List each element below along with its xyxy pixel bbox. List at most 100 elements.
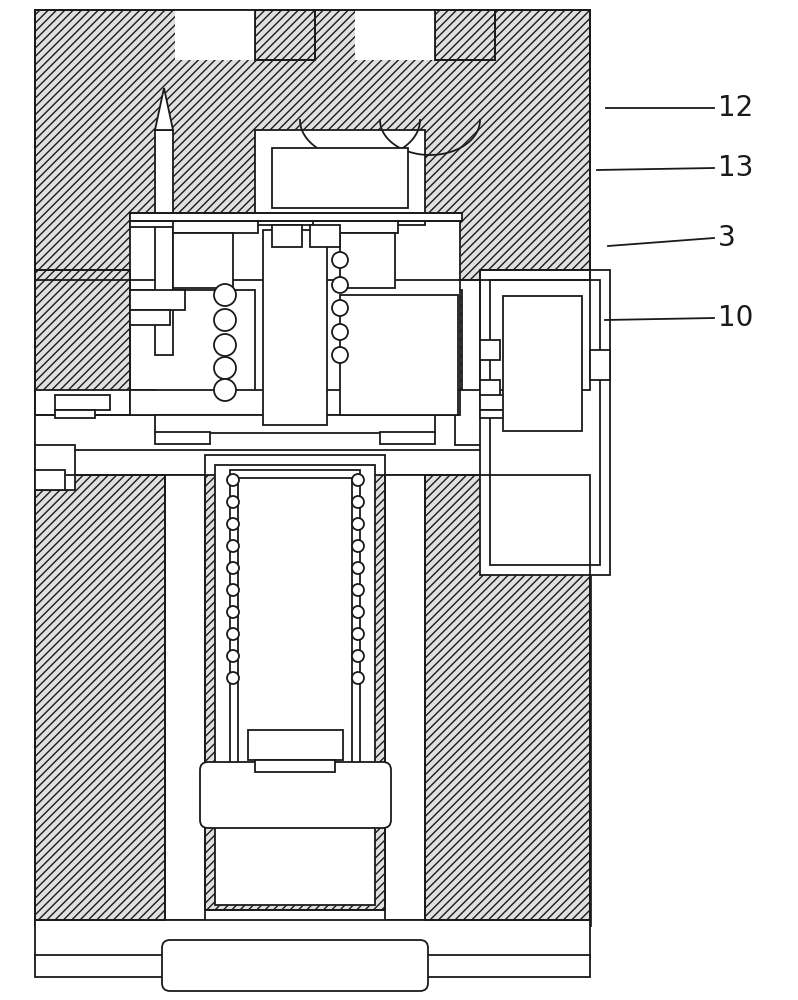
- Circle shape: [352, 496, 364, 508]
- Bar: [480, 270, 590, 390]
- Bar: [35, 10, 590, 265]
- Bar: [155, 415, 435, 433]
- Bar: [130, 213, 462, 221]
- Bar: [130, 215, 460, 415]
- Bar: [248, 730, 343, 760]
- Circle shape: [227, 672, 239, 684]
- Bar: [130, 290, 255, 420]
- Bar: [455, 390, 585, 445]
- Circle shape: [227, 518, 239, 530]
- Bar: [255, 10, 315, 60]
- Bar: [35, 10, 590, 280]
- Bar: [35, 415, 590, 450]
- Text: 12: 12: [718, 94, 753, 122]
- Circle shape: [352, 672, 364, 684]
- Bar: [490, 280, 600, 565]
- Circle shape: [227, 562, 239, 574]
- Circle shape: [332, 347, 348, 363]
- Bar: [263, 230, 327, 425]
- Text: 10: 10: [718, 304, 753, 332]
- Bar: [35, 10, 590, 280]
- Circle shape: [227, 650, 239, 662]
- Bar: [35, 270, 130, 415]
- Circle shape: [214, 334, 236, 356]
- Circle shape: [227, 540, 239, 552]
- Circle shape: [352, 584, 364, 596]
- Circle shape: [227, 496, 239, 508]
- Bar: [205, 455, 385, 910]
- Bar: [35, 465, 590, 925]
- Circle shape: [352, 562, 364, 574]
- Circle shape: [332, 252, 348, 268]
- Bar: [340, 233, 395, 288]
- Bar: [55, 395, 110, 410]
- Circle shape: [352, 606, 364, 618]
- Bar: [155, 432, 210, 444]
- Bar: [385, 475, 425, 920]
- Bar: [130, 290, 185, 310]
- Bar: [130, 390, 460, 415]
- Circle shape: [332, 277, 348, 293]
- Bar: [495, 288, 590, 438]
- Circle shape: [352, 518, 364, 530]
- Bar: [255, 10, 315, 60]
- Bar: [230, 470, 360, 770]
- Bar: [175, 10, 255, 60]
- Bar: [35, 270, 130, 415]
- Bar: [480, 270, 590, 390]
- Circle shape: [352, 628, 364, 640]
- Bar: [35, 470, 65, 490]
- Bar: [480, 395, 535, 410]
- Circle shape: [227, 584, 239, 596]
- Circle shape: [332, 300, 348, 316]
- Circle shape: [227, 628, 239, 640]
- Bar: [215, 465, 375, 905]
- Circle shape: [352, 540, 364, 552]
- Bar: [272, 225, 302, 247]
- FancyBboxPatch shape: [200, 762, 391, 828]
- Circle shape: [214, 379, 236, 401]
- Bar: [238, 478, 352, 763]
- Bar: [425, 475, 590, 920]
- Bar: [480, 270, 610, 575]
- Bar: [255, 225, 335, 425]
- Bar: [35, 920, 590, 960]
- Circle shape: [227, 474, 239, 486]
- Bar: [255, 760, 335, 772]
- Bar: [173, 233, 233, 288]
- Bar: [435, 10, 495, 60]
- Bar: [130, 310, 170, 325]
- Circle shape: [352, 650, 364, 662]
- Bar: [255, 130, 425, 225]
- Bar: [590, 350, 610, 380]
- Bar: [263, 138, 417, 217]
- Bar: [425, 475, 590, 920]
- Bar: [205, 455, 385, 910]
- Text: 13: 13: [718, 154, 753, 182]
- Bar: [503, 296, 582, 431]
- Circle shape: [214, 284, 236, 306]
- Bar: [230, 470, 360, 770]
- Bar: [35, 445, 590, 475]
- Bar: [355, 10, 435, 60]
- Bar: [155, 130, 173, 355]
- Bar: [313, 215, 398, 233]
- Circle shape: [214, 309, 236, 331]
- Bar: [55, 410, 95, 418]
- Bar: [165, 475, 205, 920]
- Bar: [35, 390, 155, 445]
- Bar: [480, 340, 500, 360]
- Bar: [35, 10, 590, 265]
- Bar: [310, 225, 340, 247]
- Circle shape: [352, 474, 364, 486]
- Circle shape: [227, 606, 239, 618]
- Bar: [35, 475, 165, 920]
- Bar: [35, 955, 590, 977]
- Bar: [335, 290, 462, 420]
- Bar: [35, 445, 75, 490]
- FancyBboxPatch shape: [162, 940, 428, 991]
- Bar: [480, 410, 520, 418]
- Text: 3: 3: [718, 224, 736, 252]
- Circle shape: [214, 357, 236, 379]
- Bar: [480, 380, 500, 400]
